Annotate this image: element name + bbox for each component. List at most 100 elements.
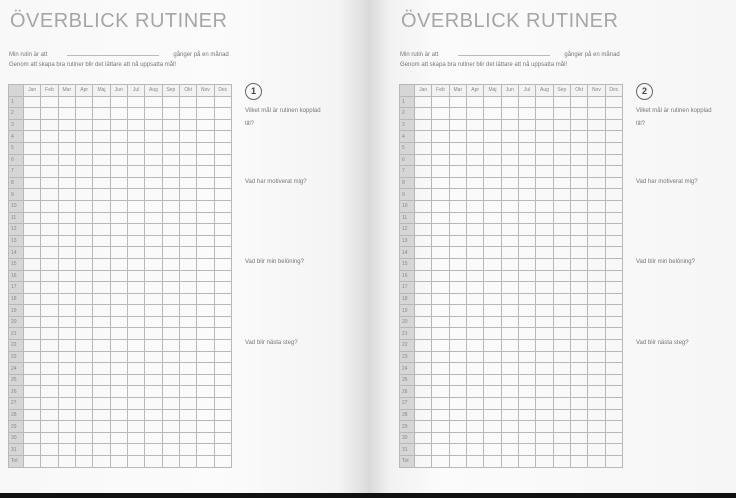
tracker-cell[interactable] [161, 408, 180, 422]
tracker-cell[interactable] [569, 385, 589, 399]
tracker-cell[interactable] [569, 269, 589, 283]
tracker-cell[interactable] [126, 362, 146, 375]
tracker-cell[interactable] [196, 420, 215, 433]
tracker-cell[interactable] [483, 455, 502, 468]
tracker-cell[interactable] [552, 223, 571, 236]
tracker-cell[interactable] [92, 118, 111, 132]
tracker-cell[interactable] [57, 118, 76, 132]
tracker-cell[interactable] [92, 199, 111, 213]
tracker-cell[interactable] [431, 350, 450, 364]
tracker-cell[interactable] [126, 373, 146, 387]
tracker-cell[interactable] [604, 327, 624, 341]
tracker-cell[interactable] [431, 431, 450, 445]
tracker-cell[interactable] [22, 95, 42, 109]
tracker-cell[interactable] [40, 130, 59, 143]
tracker-cell[interactable] [22, 234, 42, 248]
tracker-cell[interactable] [74, 304, 94, 317]
tracker-cell[interactable] [517, 339, 537, 352]
tracker-cell[interactable] [213, 443, 233, 456]
tracker-cell[interactable] [22, 211, 42, 225]
tracker-cell[interactable] [57, 397, 76, 410]
tracker-cell[interactable] [161, 397, 180, 410]
tracker-cell[interactable] [604, 188, 624, 201]
tracker-cell[interactable] [500, 211, 519, 225]
tracker-cell[interactable] [74, 95, 94, 109]
tracker-cell[interactable] [109, 339, 128, 352]
tracker-cell[interactable] [144, 269, 163, 283]
tracker-cell[interactable] [448, 408, 467, 422]
tracker-cell[interactable] [552, 350, 571, 364]
tracker-cell[interactable] [413, 118, 433, 132]
tracker-cell[interactable] [587, 292, 606, 306]
tracker-cell[interactable] [213, 292, 233, 306]
tracker-cell[interactable] [604, 292, 624, 306]
tracker-cell[interactable] [431, 118, 450, 132]
tracker-cell[interactable] [587, 118, 606, 132]
tracker-cell[interactable] [535, 165, 554, 178]
tracker-cell[interactable] [500, 350, 519, 364]
tracker-cell[interactable] [465, 408, 485, 422]
tracker-cell[interactable] [448, 362, 467, 375]
tracker-cell[interactable] [196, 350, 215, 364]
tracker-cell[interactable] [535, 153, 554, 167]
tracker-cell[interactable] [144, 443, 163, 456]
tracker-cell[interactable] [178, 188, 198, 201]
tracker-cell[interactable] [413, 165, 433, 178]
tracker-cell[interactable] [144, 327, 163, 341]
tracker-cell[interactable] [517, 269, 537, 283]
tracker-cell[interactable] [196, 455, 215, 468]
tracker-cell[interactable] [448, 350, 467, 364]
tracker-cell[interactable] [92, 431, 111, 445]
tracker-cell[interactable] [569, 420, 589, 433]
tracker-cell[interactable] [535, 281, 554, 294]
tracker-cell[interactable] [483, 339, 502, 352]
tracker-cell[interactable] [431, 223, 450, 236]
tracker-cell[interactable] [196, 95, 215, 109]
tracker-cell[interactable] [413, 292, 433, 306]
tracker-cell[interactable] [22, 304, 42, 317]
tracker-cell[interactable] [413, 223, 433, 236]
tracker-cell[interactable] [57, 130, 76, 143]
tracker-cell[interactable] [109, 223, 128, 236]
tracker-cell[interactable] [126, 141, 146, 155]
tracker-cell[interactable] [57, 408, 76, 422]
tracker-cell[interactable] [40, 373, 59, 387]
tracker-cell[interactable] [109, 211, 128, 225]
tracker-cell[interactable] [109, 188, 128, 201]
tracker-cell[interactable] [535, 118, 554, 132]
tracker-cell[interactable] [465, 362, 485, 375]
tracker-cell[interactable] [92, 246, 111, 259]
tracker-cell[interactable] [448, 397, 467, 410]
tracker-cell[interactable] [57, 269, 76, 283]
tracker-cell[interactable] [413, 443, 433, 456]
tracker-cell[interactable] [22, 455, 42, 468]
tracker-cell[interactable] [109, 443, 128, 456]
tracker-cell[interactable] [126, 188, 146, 201]
tracker-cell[interactable] [57, 141, 76, 155]
tracker-cell[interactable] [587, 455, 606, 468]
tracker-cell[interactable] [22, 362, 42, 375]
tracker-cell[interactable] [178, 385, 198, 399]
tracker-cell[interactable] [552, 153, 571, 167]
tracker-cell[interactable] [213, 397, 233, 410]
tracker-cell[interactable] [465, 292, 485, 306]
tracker-cell[interactable] [604, 373, 624, 387]
tracker-cell[interactable] [587, 257, 606, 271]
tracker-cell[interactable] [500, 408, 519, 422]
tracker-cell[interactable] [109, 327, 128, 341]
tracker-cell[interactable] [92, 408, 111, 422]
tracker-cell[interactable] [109, 408, 128, 422]
tracker-cell[interactable] [552, 339, 571, 352]
tracker-cell[interactable] [604, 362, 624, 375]
tracker-cell[interactable] [413, 397, 433, 410]
tracker-cell[interactable] [126, 165, 146, 178]
tracker-cell[interactable] [144, 107, 163, 120]
tracker-cell[interactable] [161, 223, 180, 236]
tracker-cell[interactable] [448, 431, 467, 445]
tracker-cell[interactable] [604, 420, 624, 433]
tracker-cell[interactable] [178, 431, 198, 445]
tracker-cell[interactable] [161, 443, 180, 456]
tracker-cell[interactable] [448, 176, 467, 190]
tracker-cell[interactable] [109, 176, 128, 190]
tracker-cell[interactable] [465, 95, 485, 109]
